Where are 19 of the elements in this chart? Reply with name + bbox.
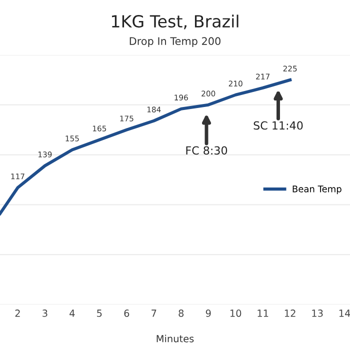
x-tick-label: 5 — [97, 310, 102, 317]
x-tick-label: 3 — [42, 310, 48, 317]
legend-label: Bean Temp — [292, 186, 342, 194]
x-tick-label: 2 — [15, 310, 20, 317]
x-axis-title: Minutes — [156, 334, 194, 342]
x-tick-label: 13 — [312, 310, 323, 317]
x-tick-label: 6 — [124, 310, 130, 317]
x-tick-label: 14 — [339, 310, 350, 317]
x-tick-label: 9 — [206, 310, 211, 317]
x-tick-label: 10 — [230, 310, 242, 317]
chart-title: 1KG Test, Brazil — [112, 14, 238, 30]
x-tick-label: 7 — [152, 310, 156, 317]
annotation: SC 11:40 — [254, 121, 303, 130]
chart-subtitle: Drop In Temp 200 — [130, 37, 220, 48]
annotation: FC 8:30 — [186, 146, 228, 155]
x-tick-label: 4 — [70, 310, 75, 317]
x-tick-label: 12 — [284, 310, 296, 317]
x-tick-label: 8 — [178, 310, 184, 317]
x-tick-label: 11 — [258, 310, 268, 317]
